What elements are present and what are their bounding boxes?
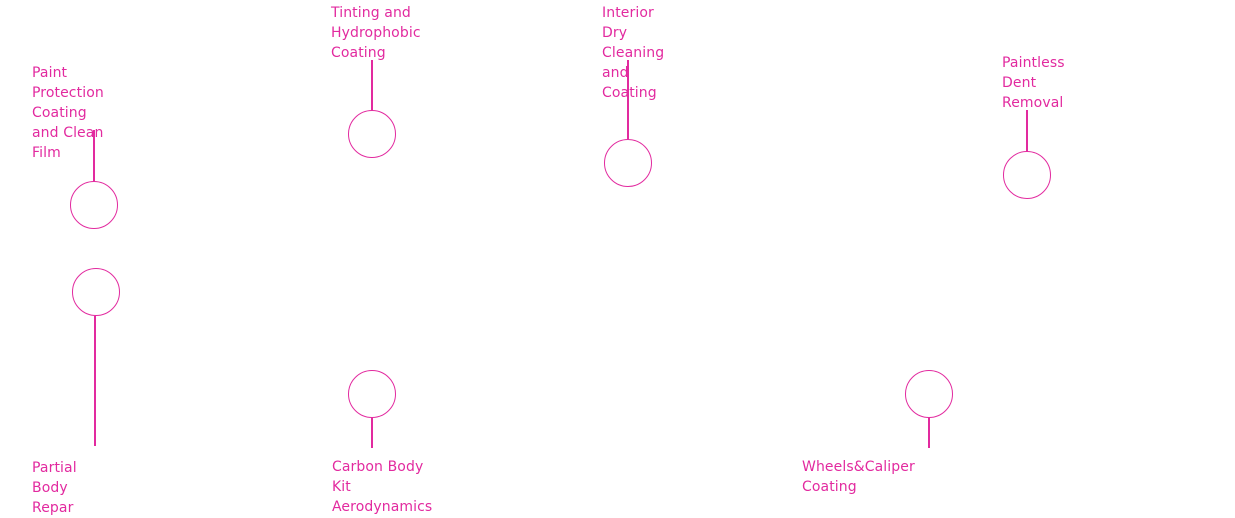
hotspot-label: Wheels&Caliper Coating bbox=[802, 459, 915, 495]
hotspot-marker[interactable] bbox=[70, 181, 118, 229]
hotspot-marker[interactable] bbox=[348, 110, 396, 158]
connector-line bbox=[94, 316, 96, 446]
hotspot-label: Tinting and Hydrophobic Coating bbox=[331, 5, 421, 61]
hotspot-marker[interactable] bbox=[72, 268, 120, 316]
hotspot-label: Partial Body Repar bbox=[32, 460, 77, 516]
hotspot-label: Interior Dry Cleaning and Coating bbox=[602, 5, 665, 101]
hotspot-marker[interactable] bbox=[905, 370, 953, 418]
hotspot-label: Paintless Dent Removal bbox=[1002, 55, 1065, 111]
connector-line bbox=[93, 130, 95, 181]
hotspot-label: Carbon Body Kit Aerodynamics bbox=[332, 459, 433, 515]
connector-line bbox=[627, 60, 629, 139]
hotspot-marker[interactable] bbox=[348, 370, 396, 418]
hotspot-marker[interactable] bbox=[1003, 151, 1051, 199]
connector-line bbox=[371, 60, 373, 110]
connector-line bbox=[1026, 110, 1028, 151]
hotspot-marker[interactable] bbox=[604, 139, 652, 187]
hotspot-label: Paint Protection Coating and Clean Film bbox=[32, 65, 104, 161]
connector-line bbox=[371, 418, 373, 448]
connector-line bbox=[928, 418, 930, 448]
